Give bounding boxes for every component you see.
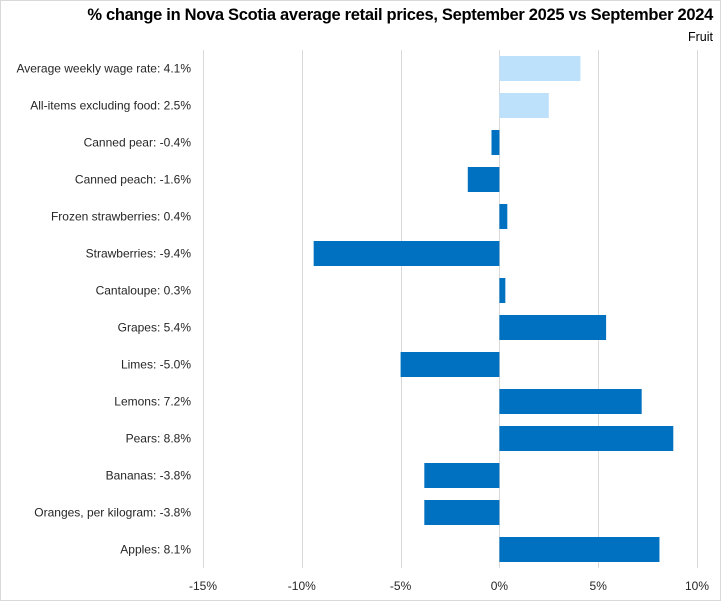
bar xyxy=(499,56,581,81)
bar xyxy=(491,130,500,155)
category-label: All-items excluding food: 2.5% xyxy=(30,99,191,113)
bar xyxy=(499,93,549,118)
x-tick-label: 5% xyxy=(590,579,608,593)
category-label: Oranges, per kilogram: -3.8% xyxy=(34,506,191,520)
bar xyxy=(499,315,607,340)
bar xyxy=(400,352,500,377)
category-labels: Average weekly wage rate: 4.1% All-items … xyxy=(16,62,191,557)
category-label: Average weekly wage rate: 4.1% xyxy=(16,62,191,76)
bar xyxy=(499,389,642,414)
x-tick-label: 10% xyxy=(685,579,709,593)
x-tick-labels: -15% -10% -5% 0% 5% 10% xyxy=(189,579,709,593)
category-label: Grapes: 5.4% xyxy=(118,321,192,335)
bar xyxy=(499,204,508,229)
x-tick-label: -10% xyxy=(288,579,316,593)
category-label: Limes: -5.0% xyxy=(121,358,191,372)
x-tick-label: -15% xyxy=(189,579,217,593)
category-label: Lemons: 7.2% xyxy=(114,395,191,409)
category-label: Strawberries: -9.4% xyxy=(86,247,192,261)
category-label: Frozen strawberries: 0.4% xyxy=(51,210,191,224)
bar xyxy=(499,426,674,451)
category-label: Bananas: -3.8% xyxy=(106,469,192,483)
chart-subtitle: Fruit xyxy=(688,30,713,44)
bar xyxy=(499,537,660,562)
category-label: Cantaloupe: 0.3% xyxy=(96,284,192,298)
bar xyxy=(499,278,506,303)
bar xyxy=(424,500,500,525)
bars xyxy=(313,56,674,562)
bar xyxy=(467,167,500,192)
x-tick-label: 0% xyxy=(491,579,509,593)
gridlines xyxy=(203,50,698,568)
category-label: Apples: 8.1% xyxy=(120,543,191,557)
bar xyxy=(313,241,500,266)
category-label: Canned peach: -1.6% xyxy=(75,173,191,187)
category-label: Pears: 8.8% xyxy=(126,432,192,446)
chart-title: % change in Nova Scotia average retail p… xyxy=(87,6,713,24)
category-label: Canned pear: -0.4% xyxy=(84,136,192,150)
x-tick-label: -5% xyxy=(390,579,412,593)
bar xyxy=(424,463,500,488)
